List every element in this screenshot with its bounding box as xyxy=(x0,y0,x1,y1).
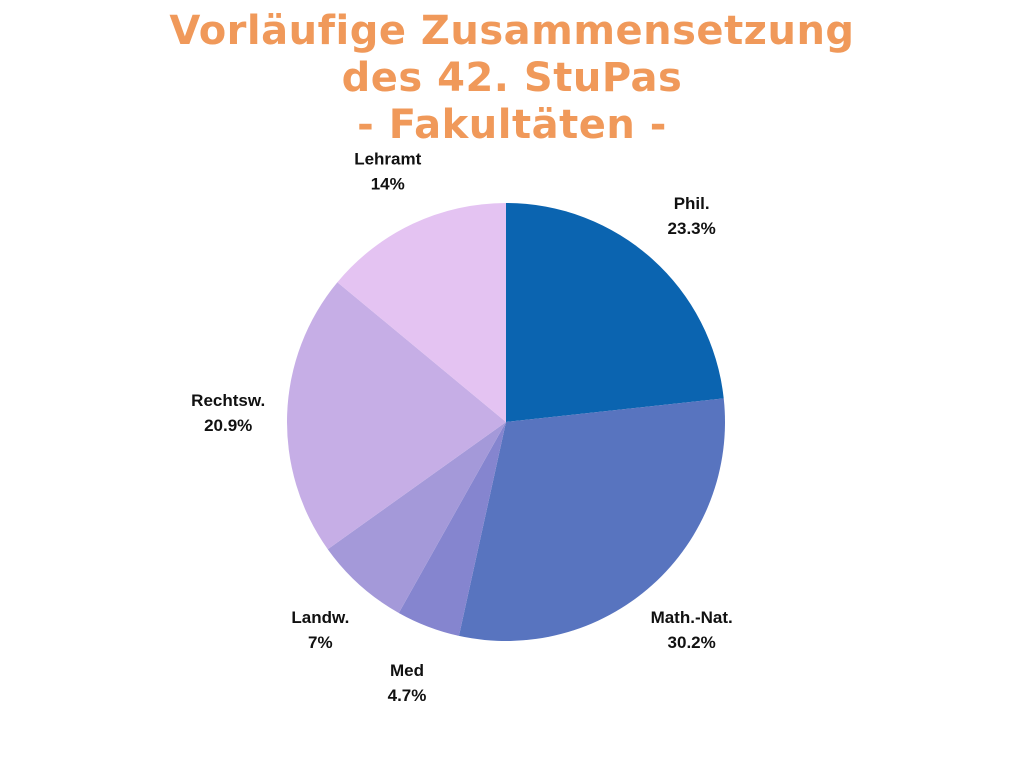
slice-percent-landw: 7% xyxy=(308,633,333,652)
slice-name-phil: Phil. xyxy=(674,194,710,213)
slice-percent-math-nat: 30.2% xyxy=(668,633,716,652)
title-line-2: des 42. StuPas xyxy=(341,55,683,101)
slice-name-rechtsw: Rechtsw. xyxy=(191,391,265,410)
slice-label-group-landw: Landw. 7% xyxy=(291,608,349,652)
slice-name-lehramt: Lehramt xyxy=(354,149,421,168)
slice-name-landw: Landw. xyxy=(291,608,349,627)
slice-percent-rechtsw: 20.9% xyxy=(204,416,252,435)
slice-label-group-rechtsw: Rechtsw. 20.9% xyxy=(191,391,265,435)
slice-percent-med: 4.7% xyxy=(388,686,427,705)
slice-label-group-phil: Phil. 23.3% xyxy=(668,194,716,238)
slice-label-group-med: Med 4.7% xyxy=(388,661,427,705)
slice-label-group-math-nat: Math.-Nat. 30.2% xyxy=(651,608,733,652)
pie-slice-phil xyxy=(506,203,724,422)
title-line-1: Vorläufige Zusammensetzung xyxy=(169,8,855,54)
slice-percent-phil: 23.3% xyxy=(668,219,716,238)
slice-name-med: Med xyxy=(390,661,424,680)
slice-name-math-nat: Math.-Nat. xyxy=(651,608,733,627)
pie-slice-rechtsw xyxy=(287,282,506,550)
chart-title: Vorläufige Zusammensetzung des 42. StuPa… xyxy=(0,8,1024,149)
title-line-3: - Fakultäten - xyxy=(357,102,667,148)
slice-label-group-lehramt: Lehramt 14% xyxy=(354,149,421,193)
pie-slice-med xyxy=(398,422,506,636)
pie-slice-landw xyxy=(327,422,506,613)
pie-slice-math-nat xyxy=(458,398,725,641)
slice-percent-lehramt: 14% xyxy=(371,174,405,193)
pie-slice-lehramt xyxy=(337,203,506,422)
